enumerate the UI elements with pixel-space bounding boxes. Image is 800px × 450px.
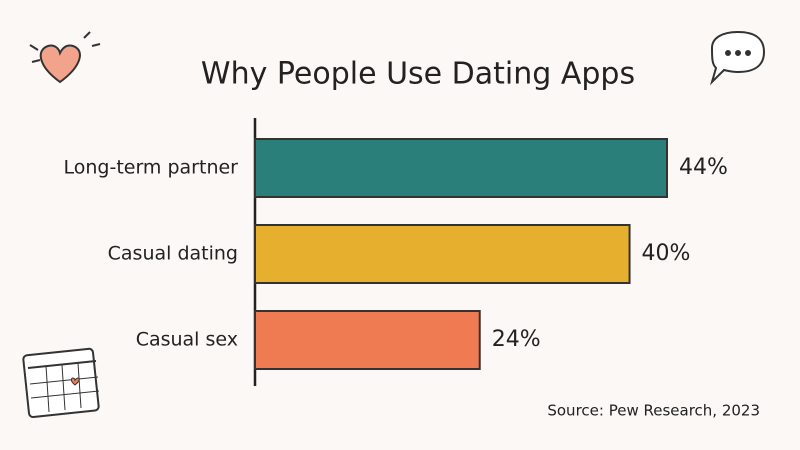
category-label: Casual sex [136, 329, 238, 351]
speech-bubble-icon [709, 30, 766, 86]
bar [254, 138, 668, 198]
value-label: 40% [642, 241, 691, 266]
bar [254, 224, 631, 284]
source-note: Source: Pew Research, 2023 [547, 402, 760, 420]
chart-title: Why People Use Dating Apps [201, 57, 635, 92]
calendar-icon [22, 347, 100, 418]
heart-icon [29, 31, 101, 84]
value-label: 44% [679, 155, 728, 180]
category-label: Casual dating [108, 243, 238, 265]
bar [254, 310, 481, 370]
category-label: Long-term partner [63, 157, 238, 179]
value-label: 24% [492, 327, 541, 352]
